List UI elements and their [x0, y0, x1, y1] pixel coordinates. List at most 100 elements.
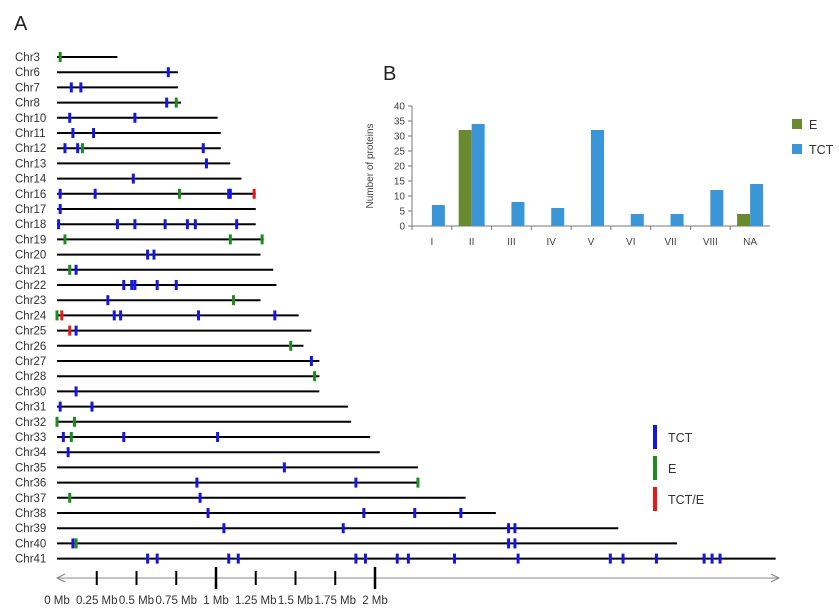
x-tick-label: I: [430, 237, 433, 248]
marker-tct: [193, 219, 197, 230]
marker-tct: [152, 249, 156, 260]
marker-tct: [198, 492, 202, 503]
chromosome-row: Chr39: [15, 523, 619, 535]
axis-tick-label: 1 Mb: [203, 595, 229, 607]
chromosome-label: Chr16: [15, 189, 46, 201]
marker-tct: [63, 143, 67, 154]
marker-e: [260, 234, 264, 245]
chromosome-label: Chr8: [15, 98, 40, 110]
bar-tct: [471, 124, 485, 226]
legend-item: TCT: [792, 143, 834, 157]
chromosome-row: Chr14: [15, 173, 242, 186]
y-tick-label: 30: [394, 132, 406, 143]
chromosome-label: Chr34: [15, 447, 47, 459]
marker-tct: [133, 280, 137, 290]
marker-e: [72, 416, 76, 427]
chromosome-label: Chr18: [15, 219, 46, 231]
chromosome-label: Chr36: [15, 478, 46, 490]
bar-tct: [591, 130, 604, 226]
marker-e: [68, 492, 72, 503]
chromosome-label: Chr7: [15, 82, 40, 94]
marker-e: [55, 310, 59, 321]
chromosome-label: Chr32: [15, 417, 46, 429]
chromosome-label: Chr35: [15, 462, 46, 474]
chromosome-row: Chr21: [15, 264, 274, 277]
x-tick-label: NA: [743, 237, 757, 248]
marker-tct: [459, 508, 463, 518]
chromosome-row: Chr16: [15, 188, 256, 201]
chromosome-label: Chr10: [15, 113, 46, 125]
marker-e: [313, 371, 317, 382]
x-tick-label: III: [507, 237, 515, 248]
marker-tct: [507, 538, 511, 549]
chromosome-label: Chr40: [15, 538, 46, 550]
marker-tct: [174, 280, 178, 290]
legend-swatch: [653, 425, 657, 449]
legend-item: E: [792, 118, 817, 132]
marker-e: [68, 264, 72, 275]
marker-tct: [354, 553, 358, 564]
marker-tct: [516, 553, 520, 564]
chromosome-row: Chr32: [15, 416, 352, 429]
chromosome-label: Chr39: [15, 523, 46, 535]
marker-tct: [235, 219, 239, 230]
marker-tct: [718, 553, 722, 564]
marker-tct: [74, 386, 78, 397]
y-tick-label: 35: [394, 117, 406, 128]
marker-tct-e: [68, 325, 72, 336]
axis-tick-label: 0.25 Mb: [76, 595, 118, 607]
marker-e: [416, 477, 420, 488]
bar-tct: [511, 202, 525, 226]
chromosome-label: Chr21: [15, 265, 46, 277]
marker-tct: [406, 553, 410, 564]
chromosome-row: Chr13: [15, 158, 231, 170]
chromosome-label: Chr37: [15, 493, 46, 505]
y-tick-label: 20: [394, 162, 406, 173]
marker-tct: [413, 508, 417, 518]
chromosome-row: Chr24: [15, 310, 299, 322]
axis-tick-label: 1.75 Mb: [314, 595, 356, 607]
chromosome-label: Chr14: [15, 174, 47, 186]
axis-tick-label: 0.5 Mb: [119, 595, 154, 607]
marker-tct-e: [252, 188, 256, 199]
chromosome-label: Chr12: [15, 143, 46, 155]
marker-tct: [155, 280, 159, 290]
chromosome-row: Chr8: [15, 97, 182, 110]
marker-tct: [119, 310, 123, 321]
chromosome-row: Chr36: [15, 477, 420, 490]
marker-tct: [341, 523, 345, 534]
axis-arrow-right: [770, 573, 781, 583]
legend-item: TCT/E: [653, 487, 704, 511]
marker-tct: [621, 553, 625, 564]
chromosome-row: Chr40: [15, 538, 678, 550]
marker-tct: [165, 97, 169, 108]
panel-a-label: A: [14, 13, 28, 35]
axis-tick-label: 1.25 Mb: [235, 595, 277, 607]
marker-tct: [363, 553, 367, 564]
chromosome-row: Chr26: [15, 340, 304, 353]
marker-tct: [309, 356, 313, 366]
marker-tct: [608, 553, 612, 564]
marker-legend: TCT E TCT/E: [653, 425, 704, 511]
marker-tct: [58, 401, 62, 412]
marker-tct: [66, 447, 70, 458]
marker-tct: [227, 553, 231, 564]
bar-tct: [710, 190, 724, 226]
bar-tct: [551, 208, 565, 226]
chromosome-label: Chr17: [15, 204, 46, 216]
y-tick-label: 0: [399, 222, 405, 233]
marker-tct: [112, 310, 116, 321]
marker-tct-e: [60, 310, 64, 321]
marker-tct: [185, 219, 189, 230]
x-tick-label: VII: [664, 237, 676, 248]
chromosome-row: Chr37: [15, 492, 466, 505]
legend-swatch: [653, 487, 657, 511]
chromosome-row: Chr3: [15, 52, 118, 64]
marker-e: [74, 538, 78, 549]
marker-tct: [58, 188, 62, 199]
y-tick-label: 15: [394, 177, 406, 188]
marker-tct: [71, 128, 75, 138]
chromosome-map: Chr3 Chr6 Chr7 Chr8 Chr10 Chr11 Chr12 Chr13 Chr1…: [15, 52, 776, 566]
x-tick-label: V: [588, 237, 595, 248]
bar-chart-legend: E TCT: [792, 118, 834, 157]
